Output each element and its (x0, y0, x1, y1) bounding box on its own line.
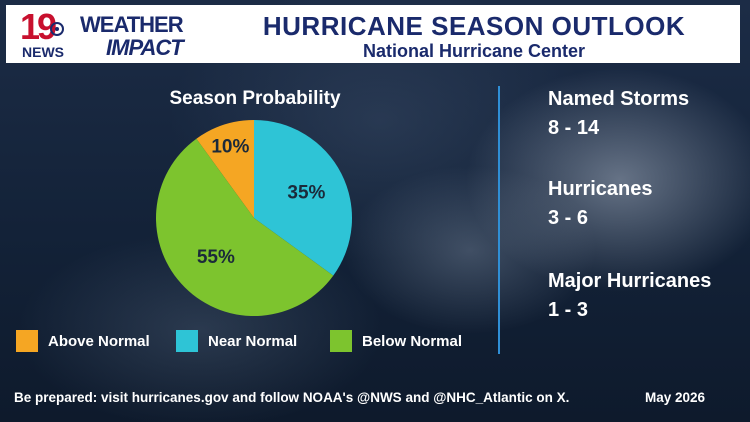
stat-value: 3 - 6 (548, 207, 589, 229)
legend-item-below-normal: Below Normal (330, 330, 462, 352)
stat-major-hurricanes: Major Hurricanes 1 - 3 (548, 270, 711, 322)
logo-news: NEWS (22, 44, 64, 60)
cbs-eye-icon (50, 22, 64, 36)
logo-weather: WEATHER (80, 12, 184, 37)
pie-data-label: 35% (287, 182, 325, 203)
footer-note: Be prepared: visit hurricanes.gov and fo… (14, 390, 570, 405)
pie-data-label: 10% (211, 136, 249, 157)
season-probability-pie: 10% 35% 55% (155, 120, 352, 316)
pie-slice-near-normal (254, 120, 352, 276)
pie-data-label: 55% (197, 247, 235, 268)
page-title: HURRICANE SEASON OUTLOOK (262, 11, 686, 41)
legend-item-above-normal: Above Normal (16, 330, 150, 352)
stat-label: Hurricanes (548, 178, 653, 200)
legend-label-near-normal: Near Normal (208, 332, 298, 350)
divider-line (498, 86, 500, 354)
logo-number: 19 (20, 6, 57, 47)
station-logo: 19 NEWS WEATHER IMPACT (20, 6, 220, 62)
pie-slice-above-normal (196, 120, 254, 218)
pie-slice-below-normal (155, 138, 334, 316)
logo-impact: IMPACT (106, 35, 184, 60)
chart-title: Season Probability (169, 88, 341, 109)
legend-swatch-above-normal (16, 330, 38, 352)
stat-label: Named Storms (548, 88, 690, 110)
stat-named-storms: Named Storms 8 - 14 (548, 88, 689, 140)
stat-value: 8 - 14 (548, 117, 600, 139)
header-banner: 19 NEWS WEATHER IMPACT HURRICANE SEASON … (6, 5, 740, 63)
page-subtitle: National Hurricane Center (362, 41, 586, 61)
legend-item-near-normal: Near Normal (176, 330, 297, 352)
legend-swatch-below-normal (330, 330, 352, 352)
legend-swatch-near-normal (176, 330, 198, 352)
footer-date: May 2026 (645, 390, 706, 405)
stat-value: 1 - 3 (548, 299, 589, 321)
stat-label: Major Hurricanes (548, 270, 712, 292)
legend-label-below-normal: Below Normal (362, 332, 463, 350)
stat-hurricanes: Hurricanes 3 - 6 (548, 178, 653, 230)
legend-label-above-normal: Above Normal (48, 332, 150, 350)
